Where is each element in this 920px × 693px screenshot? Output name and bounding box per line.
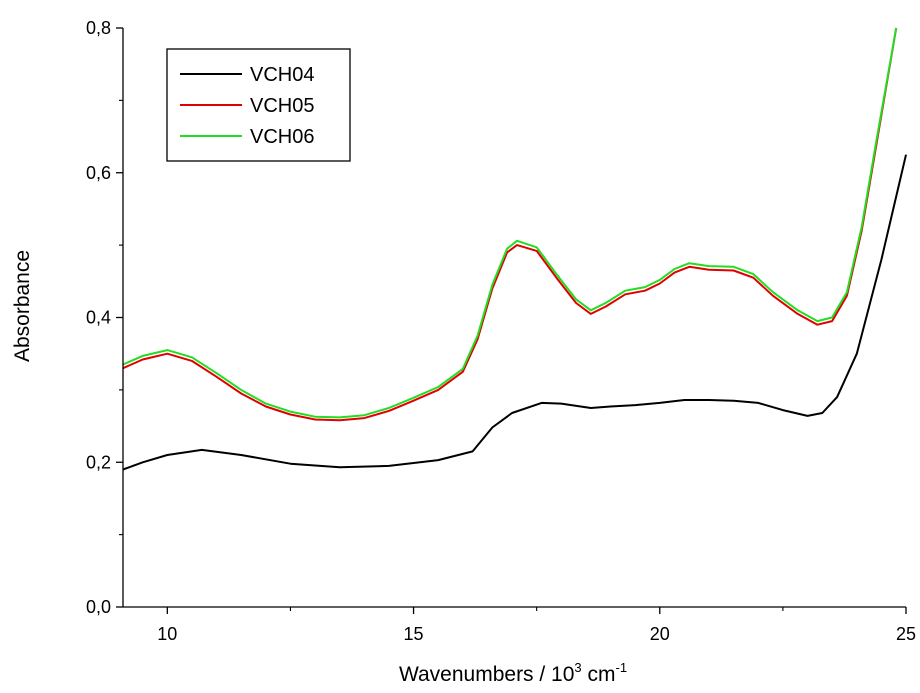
series-line-vch05 [122, 27, 898, 422]
x-tick-label: 20 [650, 624, 670, 644]
series-layer [122, 27, 907, 471]
x-axis-title: Wavenumbers / 103 cm-1 [399, 660, 627, 686]
legend-label-vch04: VCH04 [250, 64, 314, 86]
y-tick-label: 0,4 [86, 308, 111, 328]
x-tick-label: 25 [896, 624, 916, 644]
series-line-vch06 [122, 27, 898, 419]
axes-layer: 0,0 0,2 0,4 0,6 0,8 10 15 20 25 [86, 18, 916, 644]
y-axis-title: Absorbance [11, 250, 34, 362]
legend-label-vch05: VCH05 [250, 95, 314, 117]
legend: VCH04 VCH05 VCH06 [166, 48, 351, 162]
y-tick-label: 0,8 [86, 18, 111, 38]
x-tick-label: 15 [404, 624, 424, 644]
y-tick-label: 0,2 [86, 452, 111, 472]
y-tick-label: 0,6 [86, 163, 111, 183]
legend-label-vch06: VCH06 [250, 126, 314, 148]
y-tick-label: 0,0 [86, 597, 111, 617]
series-line-vch04 [122, 154, 907, 471]
x-tick-label: 10 [157, 624, 177, 644]
